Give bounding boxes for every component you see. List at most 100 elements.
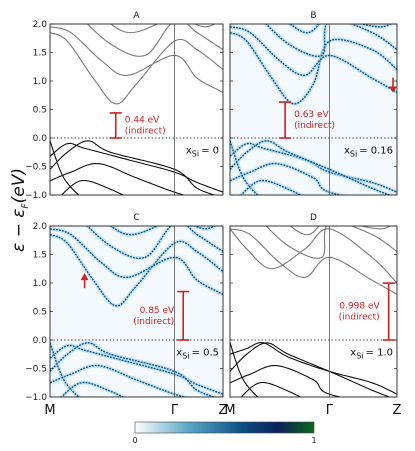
y-tick-label: 1.0: [33, 279, 48, 289]
composition-value: = 1.0: [366, 347, 393, 358]
y-tick-label: 0.5: [33, 106, 47, 116]
composition-label: xSi = 0.5: [176, 347, 219, 360]
valence-band-0: [50, 142, 223, 193]
y-axis-label-main: ε − ε: [9, 209, 29, 252]
x-tick-label: Γ: [171, 403, 179, 418]
gap-value-label: 0.998 eV: [339, 302, 380, 312]
composition-label: xSi = 1.0: [350, 347, 393, 360]
conduction-band-1: [50, 228, 223, 296]
panel-title: C: [133, 213, 139, 223]
y-tick-label: 0.0: [33, 336, 48, 346]
composition-value: = 0: [201, 145, 219, 156]
y-tick-label: 1.0: [33, 77, 48, 87]
gap-indicator: 0.85 eV(indirect): [133, 290, 190, 341]
composition-x: x: [344, 145, 350, 156]
valence-band-4: [60, 179, 125, 195]
valence-band-3: [50, 140, 80, 195]
composition-label: xSi = 0.16: [344, 145, 393, 158]
colorbar-tick-max: 1: [311, 436, 316, 445]
composition-subscript: Si: [350, 149, 357, 158]
panel-background: [50, 24, 223, 195]
gap-type-label: (indirect): [294, 121, 335, 131]
composition-x: x: [350, 347, 356, 358]
conduction-band-2: [289, 24, 397, 51]
panel-c: C −1.0 −0.5 0.0 0.5 1.0 1.5 2.0 M Γ Z 0.85 eV(indir…: [25, 213, 228, 418]
conduction-band-0: [230, 31, 397, 105]
panel-a: A −1.0 −0.5 0.0 0.5 1.0 1.5 2.0 0.44 eV(indirect…: [25, 11, 224, 201]
conduction-band-3: [265, 226, 392, 259]
conduction-band-1: [230, 228, 397, 295]
gap-value-label: 0.44 eV: [125, 115, 160, 125]
composition-x: x: [176, 347, 182, 358]
gap-value-label: 0.63 eV: [294, 110, 329, 120]
composition-value: = 0.5: [192, 347, 219, 358]
panel-title: A: [133, 11, 140, 21]
gap-indicator: 0.44 eV(indirect): [109, 112, 166, 139]
y-tick-label: −1.0: [25, 393, 47, 403]
x-tick-label: Z: [219, 403, 228, 418]
valence-band-3: [50, 342, 80, 397]
valence-band-4: [240, 381, 302, 397]
band-lines: [230, 24, 397, 195]
colorbar: 0 1: [132, 421, 317, 445]
y-tick-label: 1.5: [33, 49, 47, 59]
gap-indicator: 0.63 eV(indirect): [279, 101, 335, 139]
y-axis-label: ε − εF(eV): [9, 168, 31, 252]
valence-band-1: [230, 140, 392, 195]
conduction-band-3: [265, 24, 392, 58]
composition-x: x: [186, 145, 192, 156]
valence-band-0: [50, 344, 223, 395]
valence-band-4: [60, 381, 125, 397]
panel-title: D: [310, 213, 317, 223]
valence-band-1: [50, 140, 216, 195]
conduction-band-2: [109, 226, 223, 253]
gap-type-label: (indirect): [339, 313, 380, 323]
gap-type-label: (indirect): [133, 317, 174, 327]
y-tick-label: 1.5: [33, 251, 47, 261]
y-tick-label: 0.5: [33, 308, 47, 318]
x-tick-label: M: [44, 403, 55, 418]
colorbar-gradient: [134, 421, 315, 434]
band-lines: [230, 226, 397, 397]
valence-band-3: [230, 140, 259, 195]
colorbar-tick-min: 0: [132, 436, 137, 445]
composition-subscript: Si: [192, 149, 199, 158]
y-tick-label: −0.5: [25, 365, 47, 375]
conduction-band-1: [50, 26, 223, 93]
band-lines: [50, 24, 223, 195]
conduction-band-3: [86, 226, 216, 260]
y-tick-label: 0.0: [33, 134, 48, 144]
cbm-arrow-head: [80, 273, 89, 281]
cbm-arrow-head: [389, 86, 397, 93]
y-axis-label-sub: F: [21, 203, 31, 209]
conduction-band-0: [230, 228, 397, 284]
conduction-band-2: [289, 226, 397, 253]
conduction-band-2: [109, 24, 223, 51]
y-tick-label: −1.0: [25, 191, 47, 201]
composition-label: xSi = 0: [186, 145, 219, 158]
x-tick-label: M: [224, 403, 235, 418]
y-tick-label: 2.0: [33, 222, 48, 232]
gap-type-label: (indirect): [125, 126, 166, 136]
composition-subscript: Si: [182, 351, 189, 360]
y-tick-label: 2.0: [33, 20, 48, 30]
valence-band-1: [230, 342, 391, 397]
x-tick-label: Γ: [326, 403, 334, 418]
conduction-band-1: [230, 26, 397, 94]
x-tick-label: Z: [393, 403, 402, 418]
composition-subscript: Si: [356, 351, 363, 360]
conduction-band-3: [86, 24, 216, 57]
conduction-band-0: [50, 31, 223, 105]
y-axis-label-unit: (eV): [9, 168, 29, 203]
panel-title: B: [310, 11, 316, 21]
valence-band-4: [240, 179, 303, 195]
composition-value: = 0.16: [359, 145, 393, 156]
panel-b: B 0.63 eV(indirect) xSi = 0.16: [229, 11, 398, 196]
y-tick-label: −0.5: [25, 163, 47, 173]
gap-indicator: 0.998 eV(indirect): [339, 282, 395, 341]
valence-band-3: [230, 342, 259, 397]
valence-band-1: [50, 342, 217, 397]
valence-band-0: [230, 342, 397, 395]
panel-d: D M Γ Z 0.998 eV(indirect) xSi = 1.0: [224, 213, 402, 418]
